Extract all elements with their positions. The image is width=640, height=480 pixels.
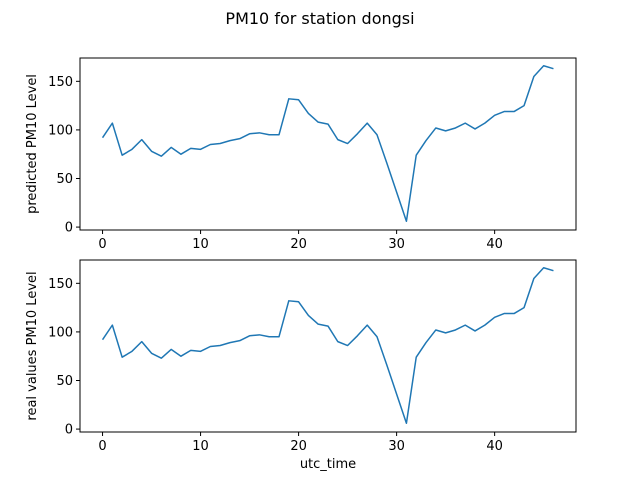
x-tick-label: 0 xyxy=(98,237,106,252)
x-tick-label: 20 xyxy=(290,439,307,454)
y-axis-label: real values PM10 Level xyxy=(25,271,40,420)
y-tick-label: 150 xyxy=(48,75,73,90)
x-axis-label: utc_time xyxy=(300,457,356,472)
y-axis-label: predicted PM10 Level xyxy=(25,74,40,214)
bottom-subplot-real: 0 10 20 30 40 0 50 100 150 real values PM10 Level… xyxy=(25,259,577,472)
x-tick-label: 30 xyxy=(388,439,405,454)
y-tick-label: 0 xyxy=(65,221,73,236)
y-tick-label: 150 xyxy=(48,277,73,292)
y-tick-label: 100 xyxy=(48,123,73,138)
y-tick-label: 50 xyxy=(56,172,73,187)
x-tick-label: 10 xyxy=(192,439,209,454)
x-tick-label: 30 xyxy=(388,237,405,252)
x-tick-label: 40 xyxy=(486,237,503,252)
y-tick-label: 100 xyxy=(48,325,73,340)
x-tick-label: 10 xyxy=(192,237,209,252)
axes-frame xyxy=(79,259,577,433)
figure-title: PM10 for station dongsi xyxy=(225,9,414,28)
y-tick-label: 0 xyxy=(65,423,73,438)
x-tick-label: 0 xyxy=(98,439,106,454)
y-tick-label: 50 xyxy=(56,374,73,389)
x-tick-label: 20 xyxy=(290,237,307,252)
top-subplot-predicted: 0 10 20 30 40 0 50 100 150 predicted PM10 Level xyxy=(25,57,577,252)
axes-frame xyxy=(79,57,577,231)
x-tick-label: 40 xyxy=(486,439,503,454)
